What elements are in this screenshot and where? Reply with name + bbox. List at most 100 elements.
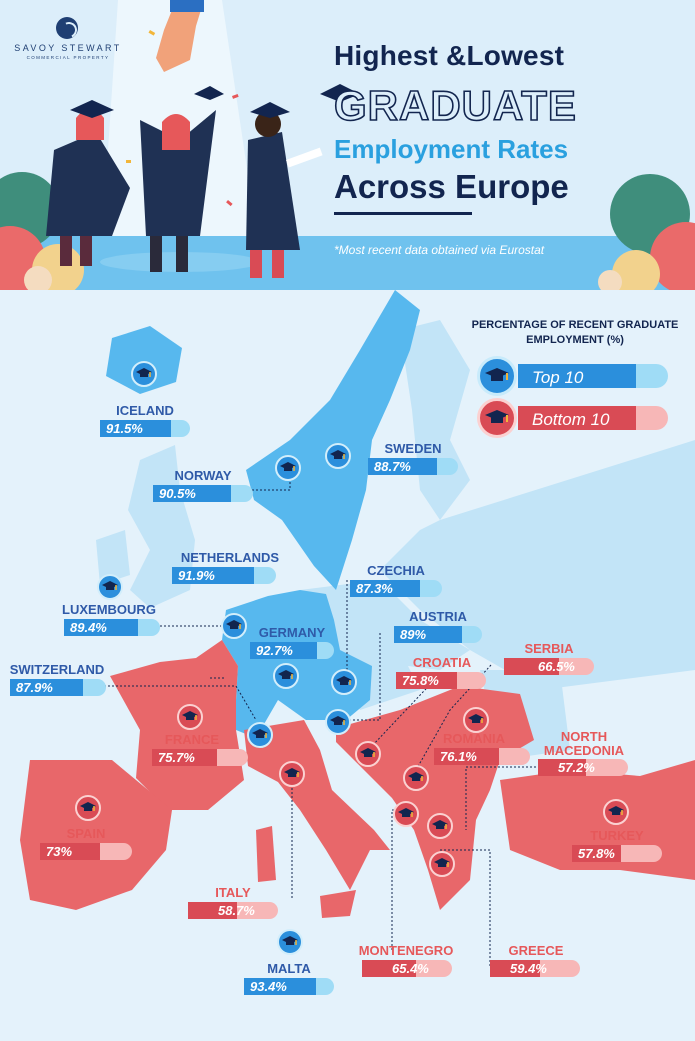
value-text: 59.4% bbox=[510, 961, 547, 976]
value-fill bbox=[350, 580, 420, 597]
country-label-malta: MALTA 93.4% bbox=[244, 961, 334, 995]
value-bar: 57.2% bbox=[538, 759, 628, 776]
country-name: MALTA bbox=[267, 961, 311, 976]
value-fill bbox=[504, 658, 559, 675]
title-underline bbox=[334, 212, 472, 215]
header-illustration bbox=[0, 0, 695, 290]
country-name: SERBIA bbox=[524, 641, 574, 656]
legend-top-bar: Top 10 bbox=[518, 364, 668, 388]
country-name: NORWAY bbox=[174, 468, 232, 483]
header-banner: SAVOY STEWART COMMERCIAL PROPERTY Highes… bbox=[0, 0, 695, 290]
turkey-shape bbox=[500, 760, 695, 880]
country-label-turkey: TURKEY 57.8% bbox=[572, 828, 662, 862]
country-name: CROATIA bbox=[412, 655, 472, 670]
country-label-montenegro: MONTENEGRO 65.4% bbox=[352, 943, 460, 977]
legend-top-label: Top 10 bbox=[532, 368, 584, 387]
legend-top-fill bbox=[518, 364, 636, 388]
value-fill bbox=[538, 759, 586, 776]
value-fill bbox=[250, 642, 317, 659]
graduation-cap-icon bbox=[463, 707, 489, 733]
legend-bottom-bar: Bottom 10 bbox=[518, 406, 668, 430]
country-name: MONTENEGRO bbox=[358, 943, 454, 958]
graduation-cap-icon bbox=[331, 669, 357, 695]
country-name: ITALY bbox=[215, 885, 251, 900]
country-label-romania: ROMANIA 76.1% bbox=[434, 731, 530, 765]
title-line-4: Across Europe bbox=[334, 168, 569, 205]
iceland-shape bbox=[106, 326, 182, 394]
legend-top-10: Top 10 bbox=[477, 356, 668, 396]
graduation-cap-icon bbox=[277, 929, 303, 955]
value-bar: 59.4% bbox=[490, 960, 580, 977]
value-text: 65.4% bbox=[392, 961, 429, 976]
savoy-stewart-logo-icon bbox=[56, 17, 78, 39]
value-fill bbox=[10, 679, 83, 696]
value-fill bbox=[64, 619, 138, 636]
value-text: 89.4% bbox=[70, 620, 107, 635]
value-text: 75.8% bbox=[402, 673, 439, 688]
graduation-cap-icon bbox=[603, 799, 629, 825]
graduation-cap-icon bbox=[177, 704, 203, 730]
graduation-cap-icon bbox=[221, 613, 247, 639]
value-bar: 75.8% bbox=[396, 672, 486, 689]
value-fill bbox=[362, 960, 416, 977]
value-fill bbox=[152, 749, 217, 766]
central-europe-shape bbox=[222, 590, 372, 738]
graduation-cap-icon bbox=[75, 795, 101, 821]
value-bar: 90.5% bbox=[153, 485, 253, 502]
value-bar: 87.9% bbox=[10, 679, 106, 696]
value-bar: 76.1% bbox=[434, 748, 530, 765]
value-bar: 87.3% bbox=[350, 580, 442, 597]
country-name: SWITZERLAND bbox=[9, 662, 105, 677]
value-text: 93.4% bbox=[250, 979, 287, 994]
value-bar: 65.4% bbox=[362, 960, 452, 977]
value-text: 76.1% bbox=[440, 749, 477, 764]
country-label-greece: GREECE 59.4% bbox=[490, 943, 582, 977]
country-name: SWEDEN bbox=[384, 441, 442, 456]
value-text: 91.5% bbox=[106, 421, 143, 436]
country-name: NORTH MACEDONIA bbox=[543, 729, 625, 758]
value-fill bbox=[572, 845, 621, 862]
graduation-cap-icon bbox=[279, 761, 305, 787]
source-note: *Most recent data obtained via Eurostat bbox=[334, 243, 545, 257]
value-bar: 91.5% bbox=[100, 420, 190, 437]
value-text: 57.2% bbox=[558, 760, 595, 775]
graduation-cap-icon bbox=[275, 455, 301, 481]
country-label-spain: SPAIN 73% bbox=[40, 826, 132, 860]
value-bar: 66.5% bbox=[504, 658, 594, 675]
legend-bottom-fill bbox=[518, 406, 636, 430]
value-fill bbox=[188, 902, 237, 919]
graduation-cap-icon bbox=[97, 574, 123, 600]
country-label-netherlands: NETHERLANDS 91.9% bbox=[172, 550, 288, 584]
value-bar: 89.4% bbox=[64, 619, 160, 636]
country-name: SPAIN bbox=[66, 826, 106, 841]
graduation-cap-icon bbox=[273, 663, 299, 689]
value-text: 92.7% bbox=[256, 643, 293, 658]
value-text: 58.7% bbox=[218, 903, 255, 918]
value-fill bbox=[490, 960, 540, 977]
title-line-1: Highest &Lowest bbox=[334, 40, 565, 71]
value-bar: 91.9% bbox=[172, 567, 276, 584]
country-label-austria: AUSTRIA 89% bbox=[394, 609, 482, 643]
graduation-cap-icon bbox=[477, 356, 517, 396]
iberia-shape bbox=[20, 760, 172, 910]
value-text: 73% bbox=[46, 844, 73, 859]
value-fill bbox=[100, 420, 171, 437]
graduation-cap-icon bbox=[477, 398, 517, 438]
country-label-czechia: CZECHIA 87.3% bbox=[350, 563, 442, 597]
italy-shape bbox=[244, 720, 390, 890]
country-name: CZECHIA bbox=[367, 563, 425, 578]
value-fill bbox=[244, 978, 316, 995]
country-label-croatia: CROATIA 75.8% bbox=[396, 655, 488, 689]
brand-name: SAVOY STEWART bbox=[14, 43, 122, 53]
country-name: FRANCE bbox=[164, 732, 220, 747]
value-text: 89% bbox=[400, 627, 427, 642]
value-text: 91.9% bbox=[178, 568, 215, 583]
graduation-cap-icon bbox=[325, 443, 351, 469]
graduation-cap-icon bbox=[429, 851, 455, 877]
country-label-serbia: SERBIA 66.5% bbox=[504, 641, 594, 675]
value-bar: 88.7% bbox=[368, 458, 458, 475]
value-fill bbox=[394, 626, 462, 643]
country-label-italy: ITALY 58.7% bbox=[188, 885, 278, 919]
country-label-germany: GERMANY 92.7% bbox=[250, 625, 334, 659]
